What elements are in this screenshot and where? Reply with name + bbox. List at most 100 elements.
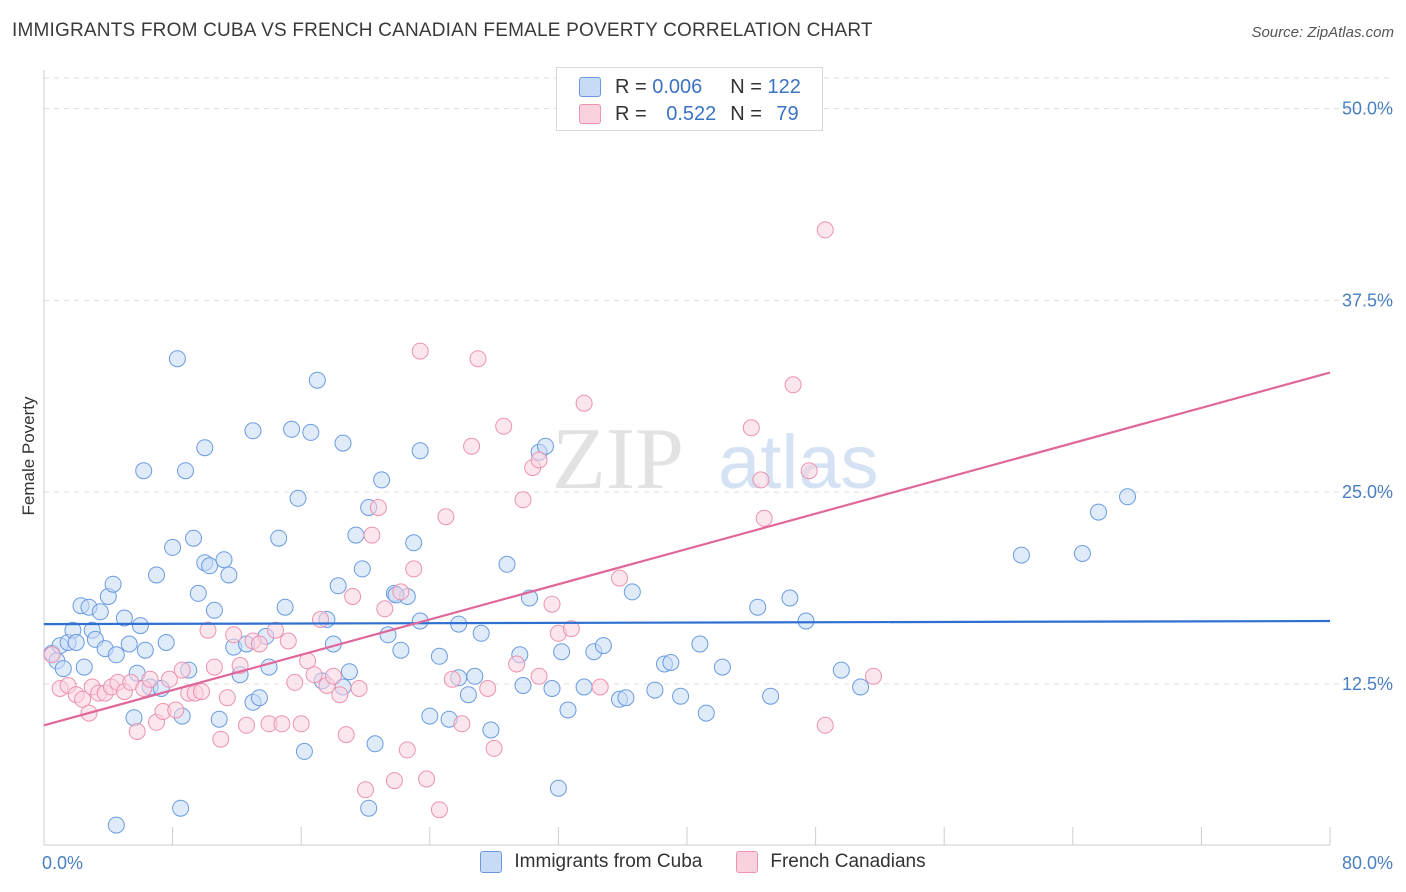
- french-canadian-point: [344, 588, 362, 605]
- cuba-point: [662, 654, 680, 671]
- cuba-point: [75, 658, 93, 676]
- cuba-point: [549, 779, 567, 797]
- cuba-point: [411, 442, 429, 460]
- cuba-point: [91, 603, 109, 621]
- french-canadian-point: [331, 686, 349, 704]
- watermark-zip: ZIP: [552, 411, 684, 508]
- cuba-point: [340, 663, 358, 681]
- french-canadian-point: [514, 491, 532, 509]
- cuba-point: [136, 641, 154, 659]
- legend-swatch-french: [579, 104, 601, 124]
- cuba-point: [405, 534, 423, 552]
- cuba-point: [421, 707, 439, 725]
- french-canadian-point: [376, 600, 394, 618]
- bottom-legend-item-cuba: Immigrants from Cuba: [480, 851, 702, 873]
- french-canadian-point: [543, 595, 561, 613]
- cuba-point: [329, 577, 347, 595]
- french-canadian-point: [369, 499, 387, 516]
- source-label: Source: ZipAtlas.com: [1251, 24, 1394, 41]
- y-axis-label: Female Poverty: [19, 396, 38, 516]
- cuba-point: [697, 704, 715, 722]
- cuba-point: [115, 609, 133, 627]
- cuba-point: [164, 538, 182, 556]
- legend-row-cuba: R = 0.006 N = 122: [579, 74, 801, 100]
- bottom-legend-item-french: French Canadians: [736, 851, 926, 873]
- french-canadian-point: [141, 670, 159, 688]
- french-canadian-point: [312, 611, 329, 628]
- bottom-legend-swatch-cuba: [480, 851, 503, 873]
- y-tick-label: 37.5%: [1342, 290, 1393, 310]
- french-canadian-point: [430, 801, 448, 819]
- cuba-point: [210, 710, 228, 728]
- cuba-point: [172, 799, 190, 817]
- legend-r-value: 0.522: [666, 102, 717, 125]
- french-canadian-point: [250, 635, 268, 653]
- french-canadian-point: [784, 376, 802, 394]
- cuba-point: [713, 658, 731, 676]
- french-canadian-point: [398, 741, 416, 759]
- french-canadian-point: [800, 462, 818, 480]
- french-canadian-point: [530, 451, 548, 469]
- legend-r-value: 0.006: [652, 75, 703, 98]
- cuba-point: [148, 566, 165, 584]
- cuba-point: [295, 742, 313, 760]
- legend-swatch-cuba: [579, 77, 601, 97]
- cuba-point: [250, 689, 268, 707]
- bottom-legend-swatch-french: [736, 851, 759, 873]
- french-canadian-point: [350, 680, 368, 697]
- cuba-point: [373, 471, 391, 489]
- cuba-point: [1012, 546, 1030, 564]
- watermark-atlas: atlas: [718, 420, 879, 505]
- cuba-point: [553, 643, 571, 661]
- cuba-point: [459, 686, 477, 704]
- x-tick-label-max: 80.0%: [1342, 853, 1393, 873]
- french-canadian-point: [443, 670, 461, 688]
- french-canadian-point: [173, 661, 191, 679]
- french-canadian-point: [279, 632, 297, 650]
- y-tick-label: 25.0%: [1342, 482, 1393, 502]
- legend-n-value: 79: [776, 102, 799, 125]
- cuba-point: [781, 589, 799, 607]
- cuba-point: [189, 584, 207, 602]
- french-canadian-point: [74, 690, 92, 708]
- cuba-point: [498, 555, 516, 573]
- cuba-point: [392, 641, 410, 659]
- bottom-legend-label-french: French Canadians: [770, 851, 926, 872]
- cuba-point: [168, 350, 186, 368]
- cuba-point: [347, 526, 365, 544]
- french-canadian-point: [411, 342, 429, 360]
- cuba-point: [353, 560, 371, 578]
- cuba-point: [594, 637, 612, 655]
- cuba-point: [157, 634, 175, 651]
- legend-n-label: N =: [730, 102, 762, 125]
- cuba-point: [617, 689, 635, 707]
- french-canadian-point: [392, 583, 410, 601]
- cuba-point: [201, 557, 219, 575]
- legend: R = 0.006 N = 122 R = 0.522 N = 79: [556, 67, 823, 131]
- trend-lines: [43, 371, 1331, 727]
- french-canadian-point: [469, 350, 487, 368]
- cuba-point: [220, 566, 238, 584]
- cuba-point: [575, 678, 593, 696]
- french-canadian-point: [453, 715, 471, 733]
- cuba-point: [215, 551, 233, 569]
- cuba-point: [832, 661, 850, 679]
- french-canadian-point: [479, 680, 497, 697]
- french-canadian-point: [485, 739, 503, 757]
- cuba-point: [646, 681, 664, 699]
- french-canadian-point: [43, 646, 61, 664]
- cuba-point: [1090, 503, 1107, 521]
- legend-r-label: R =: [615, 75, 647, 98]
- legend-r-label: R =: [615, 102, 647, 125]
- french-canadian-point: [865, 667, 882, 685]
- french-canadian-point: [495, 417, 513, 435]
- y-tick-label: 50.0%: [1342, 99, 1393, 119]
- french-canadian-point: [418, 770, 436, 788]
- cuba-point: [205, 601, 223, 619]
- cuba-point: [672, 687, 690, 705]
- french-canadian-point: [562, 620, 580, 638]
- cuba-point: [623, 583, 641, 601]
- french-canadian-point: [273, 715, 291, 733]
- french-canadian-point: [199, 621, 217, 639]
- french-canadian-trend-line: [43, 371, 1331, 727]
